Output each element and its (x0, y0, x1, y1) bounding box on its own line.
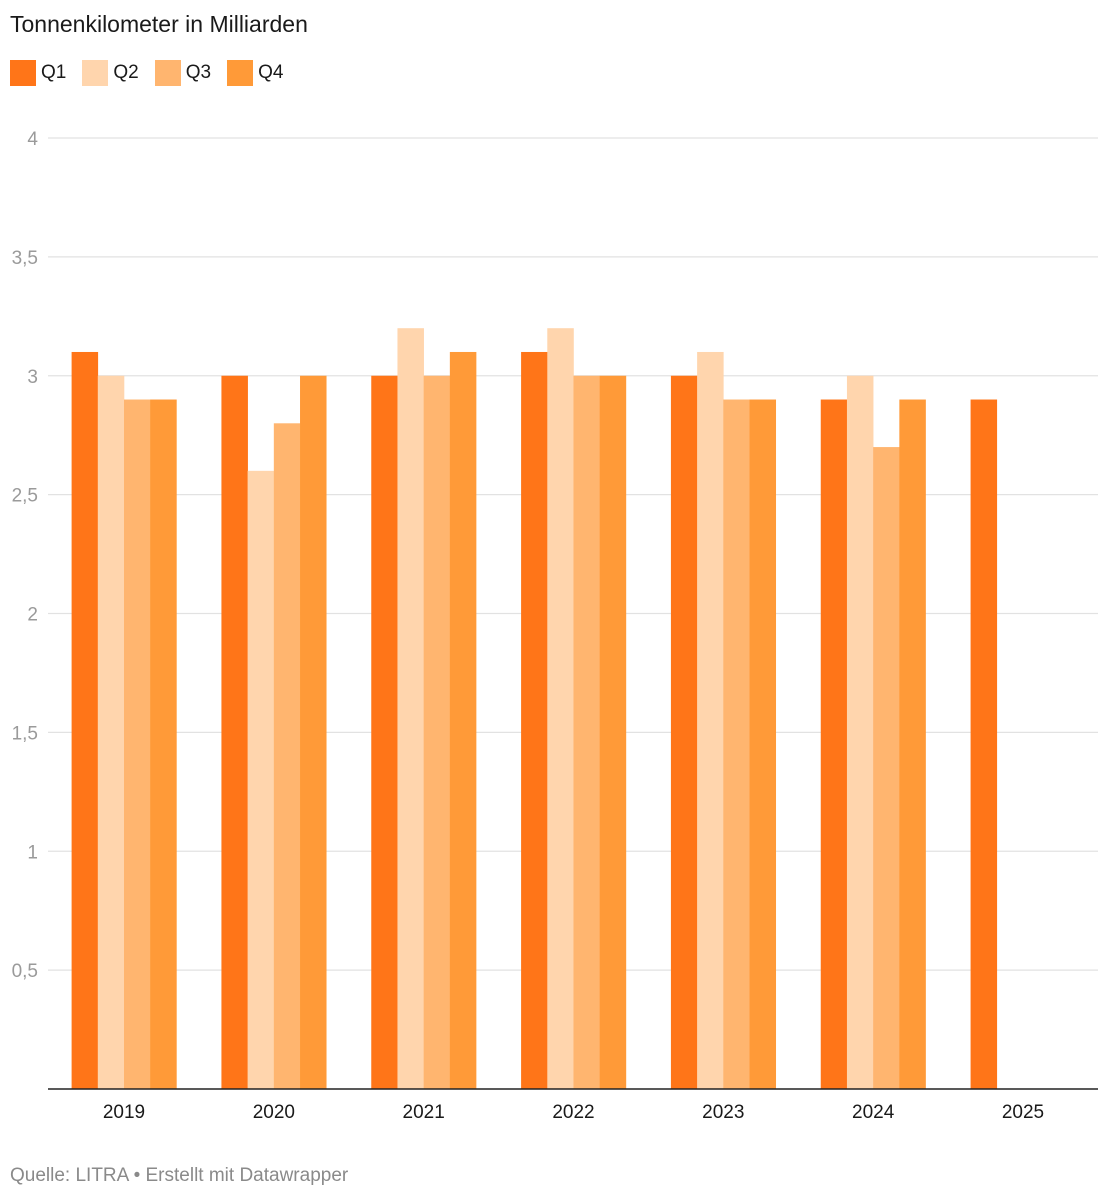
y-tick-label: 2 (27, 605, 38, 626)
bar-q1-2022 (521, 351, 548, 1090)
y-tick-label: 2,5 (12, 486, 38, 507)
y-tick-label: 4 (27, 129, 38, 150)
legend-item-q3: Q3 (154, 60, 212, 86)
x-tick-label: 2025 (1002, 1102, 1044, 1123)
bar-q1-2024 (820, 399, 848, 1089)
bar-q4-2019 (150, 399, 177, 1089)
chart-legend: Q1 Q2 Q3 Q4 (10, 60, 283, 86)
bar-q1-2025 (970, 399, 998, 1089)
y-tick-label: 1 (27, 842, 38, 863)
legend-label-q1: Q1 (41, 62, 67, 83)
bar-q2-2019 (97, 375, 125, 1089)
bar-q2-2022 (547, 328, 574, 1089)
bar-q2-2024 (846, 375, 874, 1089)
y-tick-label: 0,5 (12, 961, 38, 982)
y-tick-label: 1,5 (12, 723, 38, 744)
bar-q3-2024 (873, 447, 900, 1089)
bar-q1-2019 (71, 351, 99, 1090)
legend-item-q1: Q1 (10, 60, 66, 86)
bar-q1-2023 (670, 375, 698, 1089)
bar-q4-2021 (449, 351, 477, 1090)
bar-q2-2023 (697, 351, 724, 1090)
x-axis: 2019 2020 2021 2022 2023 2024 2025 (48, 1088, 1098, 1123)
bar-q1-2020 (221, 375, 248, 1089)
legend-label-q4: Q4 (258, 62, 284, 83)
bars (71, 328, 998, 1090)
bar-q2-2021 (397, 328, 424, 1089)
legend-item-q4: Q4 (227, 60, 283, 86)
legend-label-q2: Q2 (113, 62, 139, 83)
y-axis-ticks: 0,5 1 1,5 2 2,5 3 3,5 4 (12, 129, 39, 982)
bar-q4-2020 (300, 375, 327, 1089)
legend-label-q3: Q3 (185, 62, 212, 83)
y-tick-label: 3,5 (12, 248, 38, 269)
x-tick-label: 2020 (253, 1102, 295, 1123)
bar-q1-2021 (371, 375, 398, 1089)
chart-title: Tonnenkilometer in Milliarden (10, 11, 308, 37)
bar-q3-2021 (423, 375, 451, 1089)
x-tick-label: 2021 (403, 1102, 445, 1123)
footer-separator: • (133, 1165, 141, 1186)
legend-swatch-q4 (227, 60, 254, 86)
x-tick-label: 2022 (552, 1102, 594, 1123)
bar-q3-2020 (273, 423, 301, 1089)
bar-q4-2024 (899, 399, 926, 1089)
chart-footer: Quelle: LITRA • Erstellt mit Datawrapper (10, 1164, 348, 1188)
x-tick-label: 2019 (103, 1102, 145, 1123)
legend-swatch-q2 (82, 60, 109, 86)
legend-item-q2: Q2 (82, 60, 139, 86)
bar-q2-2020 (247, 470, 275, 1090)
legend-swatch-q1 (10, 60, 36, 86)
source-label: Quelle: LITRA (10, 1165, 129, 1186)
bar-q4-2023 (749, 399, 777, 1089)
credit-text: Erstellt mit Datawrapper (145, 1165, 349, 1186)
x-tick-label: 2024 (852, 1102, 895, 1123)
y-tick-label: 3 (27, 367, 38, 388)
bar-q3-2022 (573, 375, 600, 1089)
bar-q4-2022 (599, 375, 627, 1089)
bar-q3-2019 (124, 399, 151, 1089)
legend-swatch-q3 (154, 60, 181, 86)
x-tick-label: 2023 (702, 1102, 744, 1123)
bar-q3-2023 (723, 399, 750, 1089)
